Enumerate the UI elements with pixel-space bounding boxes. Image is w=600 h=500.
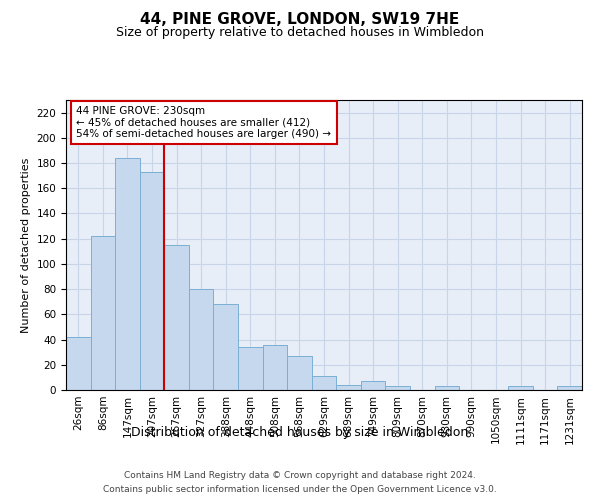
Bar (164, 245, 189, 390)
Bar (336, 385, 361, 390)
Bar (91, 236, 115, 390)
Text: Contains public sector information licensed under the Open Government Licence v3: Contains public sector information licen… (103, 484, 497, 494)
Text: Size of property relative to detached houses in Wimbledon: Size of property relative to detached ho… (116, 26, 484, 39)
Bar (557, 386, 582, 390)
Text: Contains HM Land Registry data © Crown copyright and database right 2024.: Contains HM Land Registry data © Crown c… (124, 472, 476, 480)
Text: 44, PINE GROVE, LONDON, SW19 7HE: 44, PINE GROVE, LONDON, SW19 7HE (140, 12, 460, 28)
Bar (115, 158, 140, 390)
Bar (287, 356, 312, 390)
Bar (140, 172, 164, 390)
Y-axis label: Number of detached properties: Number of detached properties (21, 158, 31, 332)
Text: Distribution of detached houses by size in Wimbledon: Distribution of detached houses by size … (131, 426, 469, 439)
Bar (312, 376, 336, 390)
Bar (66, 337, 91, 390)
Bar (434, 386, 459, 390)
Bar (361, 381, 385, 390)
Bar (385, 386, 410, 390)
Bar (238, 347, 263, 390)
Bar (263, 344, 287, 390)
Text: 44 PINE GROVE: 230sqm
← 45% of detached houses are smaller (412)
54% of semi-det: 44 PINE GROVE: 230sqm ← 45% of detached … (76, 106, 331, 139)
Bar (214, 304, 238, 390)
Bar (508, 386, 533, 390)
Bar (189, 289, 214, 390)
